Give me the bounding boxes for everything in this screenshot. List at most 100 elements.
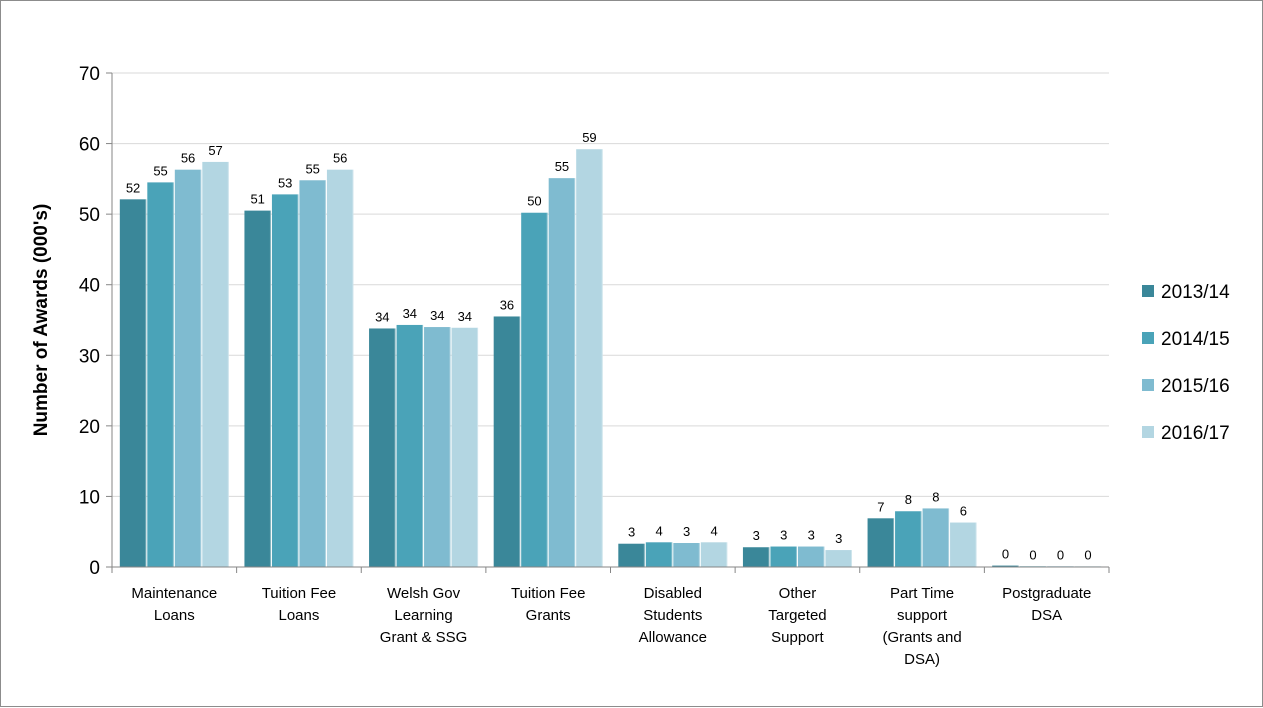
- legend-swatch: [1142, 332, 1154, 344]
- data-label: 34: [375, 309, 389, 324]
- x-category-label-line: Welsh Gov: [387, 585, 461, 602]
- data-label: 34: [403, 306, 417, 321]
- bar: [576, 149, 603, 567]
- legend: 2013/14 2014/15 2015/16 2016/17: [1142, 282, 1230, 444]
- data-label: 3: [753, 528, 760, 543]
- bar: [521, 212, 548, 567]
- data-label: 3: [628, 525, 635, 540]
- bar: [797, 546, 825, 567]
- bar: [271, 194, 299, 567]
- bars: [119, 149, 1102, 568]
- y-tick-label: 10: [79, 487, 100, 508]
- bar: [299, 180, 326, 568]
- bar: [202, 161, 229, 568]
- x-category-label-line: Tuition Fee: [511, 585, 585, 602]
- y-tick-label: 20: [79, 417, 100, 438]
- bar: [618, 543, 645, 567]
- bar: [992, 565, 1019, 567]
- data-label: 0: [1057, 547, 1064, 562]
- x-category-label-line: Learning: [394, 607, 452, 624]
- data-label: 6: [960, 504, 967, 519]
- data-label: 50: [527, 194, 541, 209]
- x-category-label-line: Support: [771, 629, 824, 646]
- data-label: 57: [208, 143, 222, 158]
- data-label: 56: [181, 151, 195, 166]
- x-category-label: Maintenance Loans: [131, 585, 217, 624]
- x-category-label-line: Grant & SSG: [380, 629, 468, 646]
- x-category-label-line: support: [897, 607, 948, 624]
- data-label: 4: [710, 523, 717, 538]
- bar: [645, 542, 673, 567]
- bar: [244, 210, 271, 567]
- bar: [867, 518, 895, 567]
- x-category-label: Postgraduate DSA: [1002, 585, 1091, 624]
- bar: [673, 543, 700, 567]
- data-label: 3: [683, 524, 690, 539]
- data-label: 0: [1002, 547, 1009, 562]
- x-category-label: Tuition Fee Grants: [511, 585, 585, 624]
- bar: [700, 542, 728, 567]
- data-label: 34: [430, 308, 444, 323]
- bar: [174, 169, 202, 567]
- data-label: 51: [250, 192, 264, 207]
- x-category-label-line: Disabled: [644, 585, 702, 602]
- y-axis-title: Number of Awards (000's): [31, 204, 52, 437]
- x-category-label: Part Time support (Grants and DSA): [882, 585, 961, 668]
- bar: [424, 327, 451, 567]
- bar: [895, 511, 922, 567]
- data-label: 8: [932, 489, 939, 504]
- x-category-label-line: Loans: [154, 607, 195, 624]
- x-category-label-line: Postgraduate: [1002, 585, 1091, 602]
- legend-swatch: [1142, 285, 1154, 297]
- data-label: 7: [877, 499, 884, 514]
- data-label: 3: [808, 528, 815, 543]
- data-label: 55: [555, 159, 569, 174]
- y-tick-label: 50: [79, 205, 100, 226]
- x-category-label-line: DSA): [904, 651, 940, 668]
- bar: [326, 169, 354, 567]
- bar: [770, 546, 797, 567]
- x-category-label: Welsh Gov Learning Grant & SSG: [380, 585, 468, 646]
- bar: [396, 324, 424, 567]
- x-category-label-line: Targeted: [768, 607, 826, 624]
- y-tick-label: 30: [79, 346, 100, 367]
- x-category-label: Tuition Fee Loans: [262, 585, 336, 624]
- x-category-label-line: DSA: [1031, 607, 1062, 624]
- x-category-label: Other Targeted Support: [768, 585, 826, 646]
- legend-label: 2013/14: [1161, 282, 1230, 303]
- y-tick-label: 70: [79, 64, 100, 85]
- data-label: 55: [153, 163, 167, 178]
- data-label: 36: [500, 297, 514, 312]
- x-category-label: Disabled Students Allowance: [639, 585, 707, 646]
- data-label: 56: [333, 151, 347, 166]
- bar: [147, 182, 174, 567]
- y-tick-label: 40: [79, 276, 100, 297]
- x-category-label-line: Other: [779, 585, 817, 602]
- data-label: 55: [305, 161, 319, 176]
- y-tick-label: 0: [89, 558, 100, 579]
- data-label: 8: [905, 492, 912, 507]
- data-label: 3: [835, 531, 842, 546]
- x-category-label-line: (Grants and: [882, 629, 961, 646]
- x-category-label-line: Maintenance: [131, 585, 217, 602]
- x-category-label-line: Allowance: [639, 629, 707, 646]
- bar: [825, 550, 852, 567]
- data-label: 53: [278, 175, 292, 190]
- bar: [369, 328, 396, 567]
- data-label: 52: [126, 180, 140, 195]
- legend-label: 2015/16: [1161, 376, 1230, 397]
- x-category-label-line: Students: [643, 607, 702, 624]
- bar: [742, 547, 770, 567]
- data-label: 0: [1084, 547, 1091, 562]
- bar: [922, 508, 950, 567]
- x-category-label-line: Loans: [279, 607, 320, 624]
- y-tick-label: 60: [79, 135, 100, 156]
- legend-label: 2016/17: [1161, 423, 1230, 444]
- bar: [119, 199, 147, 567]
- x-category-label-line: Part Time: [890, 585, 954, 602]
- data-label: 0: [1029, 547, 1036, 562]
